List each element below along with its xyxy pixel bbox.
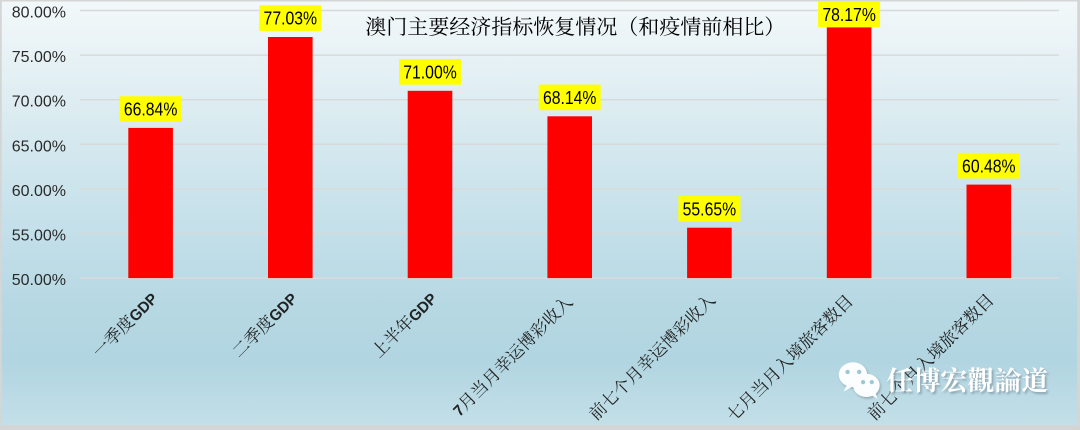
- svg-text:77.03%: 77.03%: [264, 8, 318, 29]
- svg-text:75.00%: 75.00%: [12, 49, 66, 66]
- svg-text:65.00%: 65.00%: [12, 138, 66, 155]
- svg-text:60.00%: 60.00%: [12, 183, 66, 200]
- svg-text:55.65%: 55.65%: [683, 198, 737, 219]
- svg-text:71.00%: 71.00%: [403, 62, 457, 83]
- svg-text:80.00%: 80.00%: [12, 5, 66, 22]
- svg-text:66.84%: 66.84%: [124, 99, 178, 120]
- svg-text:68.14%: 68.14%: [543, 87, 597, 108]
- svg-text:70.00%: 70.00%: [12, 94, 66, 111]
- svg-text:60.48%: 60.48%: [962, 155, 1016, 176]
- svg-text:55.00%: 55.00%: [12, 228, 66, 245]
- svg-text:50.00%: 50.00%: [12, 272, 66, 289]
- svg-text:78.17%: 78.17%: [822, 4, 876, 25]
